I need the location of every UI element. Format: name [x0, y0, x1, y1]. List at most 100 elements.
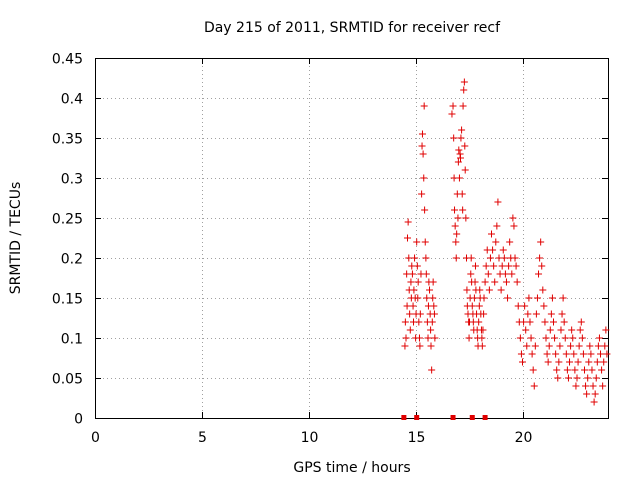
- y-tick-label: 0: [74, 412, 83, 428]
- data-point: [587, 350, 595, 358]
- data-point: [541, 318, 549, 326]
- data-point: [454, 158, 462, 166]
- data-point: [506, 238, 514, 246]
- data-point: [569, 334, 577, 342]
- data-point: [463, 286, 471, 294]
- data-point: [424, 334, 432, 342]
- data-point: [499, 246, 507, 254]
- data-point: [407, 278, 415, 286]
- data-point: [543, 350, 551, 358]
- data-point: [529, 366, 537, 374]
- data-point: [486, 254, 494, 262]
- data-point: [579, 350, 587, 358]
- data-point: [548, 294, 556, 302]
- data-point: [530, 382, 538, 390]
- data-point: [546, 326, 554, 334]
- data-point: [475, 318, 483, 326]
- data-point: [416, 342, 424, 350]
- data-point: [427, 326, 435, 334]
- data-point: [423, 294, 431, 302]
- data-point: [478, 334, 486, 342]
- data-point: [547, 310, 555, 318]
- data-point: [551, 334, 559, 342]
- data-point: [498, 262, 506, 270]
- chart-title: Day 215 of 2011, SRMTID for receiver rec…: [204, 20, 501, 36]
- y-tick-label: 0.25: [52, 212, 83, 228]
- data-point: [479, 326, 487, 334]
- data-point: [420, 102, 428, 110]
- data-point: [429, 278, 437, 286]
- data-point: [522, 326, 530, 334]
- data-point: [471, 278, 479, 286]
- plot-frame: [95, 58, 609, 419]
- data-point: [514, 302, 522, 310]
- data-point: [537, 238, 545, 246]
- data-point: [457, 154, 465, 162]
- x-tick-label: 15: [408, 430, 426, 446]
- data-point: [589, 382, 597, 390]
- data-point: [449, 102, 457, 110]
- data-point: [585, 358, 593, 366]
- data-point: [401, 342, 409, 350]
- data-point: [462, 214, 470, 222]
- x-tick-labels: 0 5 10 15 20: [91, 430, 532, 446]
- data-point: [601, 342, 609, 350]
- data-point: [513, 278, 521, 286]
- data-point: [454, 214, 462, 222]
- data-point: [415, 334, 423, 342]
- data-point: [429, 294, 437, 302]
- data-point: [492, 238, 500, 246]
- data-point: [598, 366, 606, 374]
- data-point: [401, 318, 409, 326]
- data-point: [408, 270, 416, 278]
- data-point: [497, 286, 505, 294]
- data-point: [413, 238, 421, 246]
- data-point: [471, 262, 479, 270]
- data-point: [493, 222, 501, 230]
- data-point: [583, 390, 591, 398]
- data-point: [525, 294, 533, 302]
- data-point: [458, 126, 466, 134]
- data-point: [599, 382, 607, 390]
- data-point: [535, 270, 543, 278]
- data-point: [519, 358, 526, 366]
- data-point: [552, 350, 560, 358]
- data-point: [570, 350, 578, 358]
- data-point: [524, 310, 532, 318]
- data-point: [431, 334, 439, 342]
- y-tick-label: 0.05: [52, 372, 83, 388]
- data-point: [533, 294, 541, 302]
- data-point: [561, 334, 569, 342]
- data-point: [458, 190, 466, 198]
- data-point: [526, 318, 534, 326]
- data-point: [591, 390, 599, 398]
- data-point: [532, 310, 540, 318]
- data-point: [426, 286, 434, 294]
- data-point: [482, 262, 490, 270]
- data-point: [567, 342, 575, 350]
- data-point: [467, 270, 475, 278]
- data-point: [428, 318, 436, 326]
- data-point: [512, 262, 520, 270]
- axis-marks: [401, 415, 488, 420]
- data-point: [453, 230, 461, 238]
- data-point: [542, 334, 550, 342]
- data-point: [406, 310, 414, 318]
- data-point: [481, 278, 489, 286]
- data-point: [592, 374, 600, 382]
- axis-mark: [469, 415, 475, 420]
- data-point: [475, 302, 483, 310]
- data-point: [580, 366, 588, 374]
- data-point: [488, 230, 496, 238]
- data-point: [452, 254, 460, 262]
- data-point: [563, 366, 571, 374]
- data-point: [536, 254, 544, 262]
- data-point: [578, 334, 586, 342]
- data-point: [555, 358, 563, 366]
- data-point: [523, 342, 531, 350]
- data-point: [457, 134, 465, 142]
- data-point: [594, 342, 602, 350]
- data-point: [430, 310, 438, 318]
- data-point: [510, 222, 518, 230]
